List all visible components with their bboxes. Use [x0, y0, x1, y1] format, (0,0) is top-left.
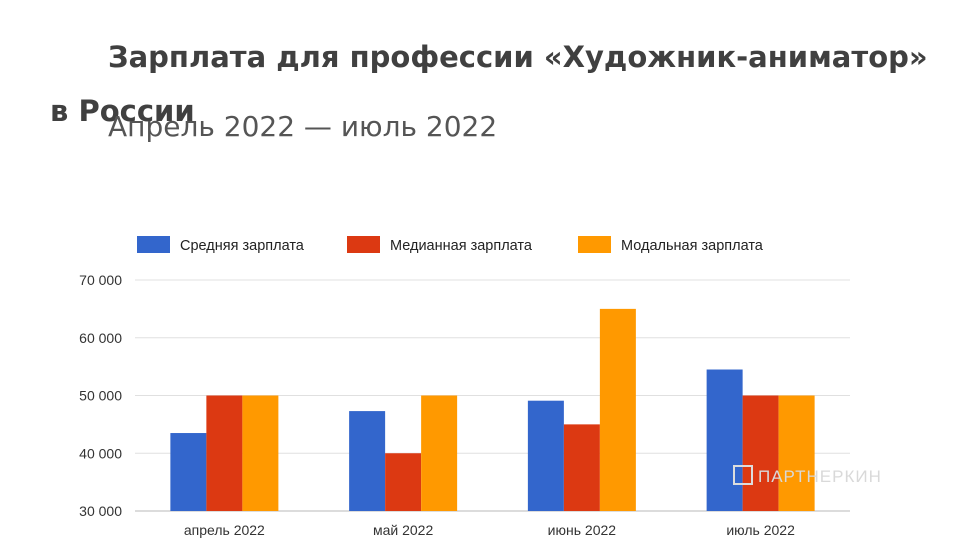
chart-subtitle: Апрель 2022 — июль 2022: [108, 110, 498, 143]
x-tick-label: июль 2022: [726, 522, 795, 538]
bar: [706, 369, 743, 511]
y-tick-label: 70 000: [79, 272, 122, 288]
bar: [170, 433, 207, 511]
y-tick-label: 50 000: [79, 388, 122, 404]
watermark-text: ПАРТНЕРКИН: [758, 467, 882, 486]
bar: [742, 395, 779, 511]
x-tick-label: апрель 2022: [184, 522, 265, 538]
bar: [421, 395, 458, 511]
bar: [206, 395, 243, 511]
y-tick-label: 30 000: [79, 503, 122, 519]
bar: [599, 308, 636, 511]
bar: [527, 400, 564, 511]
legend-label: Модальная зарплата: [621, 238, 764, 254]
bar: [349, 411, 386, 511]
watermark-logo-icon: [733, 465, 753, 485]
watermark: ПАРТНЕРКИН: [733, 465, 882, 486]
legend-swatch: [347, 236, 380, 253]
chart-title: Зарплата для профессии «Художник-анимато…: [50, 40, 928, 128]
legend-label: Средняя зарплата: [180, 238, 305, 254]
bar: [242, 395, 279, 511]
legend: Средняя зарплата Медианная зарплата Модаль…: [137, 236, 764, 254]
y-axis: 30 000 40 000 50 000 60 000 70 000: [79, 272, 122, 519]
bar: [778, 395, 815, 511]
x-tick-label: май 2022: [373, 522, 433, 538]
legend-swatch: [578, 236, 611, 253]
bar: [385, 453, 422, 511]
bars: [170, 308, 815, 511]
y-tick-label: 40 000: [79, 445, 122, 461]
bar: [563, 424, 600, 511]
legend-swatch: [137, 236, 170, 253]
y-tick-label: 60 000: [79, 330, 122, 346]
x-axis: апрель 2022 май 2022 июнь 2022 июль 2022: [184, 522, 795, 538]
legend-label: Медианная зарплата: [390, 238, 533, 254]
x-tick-label: июнь 2022: [548, 522, 617, 538]
